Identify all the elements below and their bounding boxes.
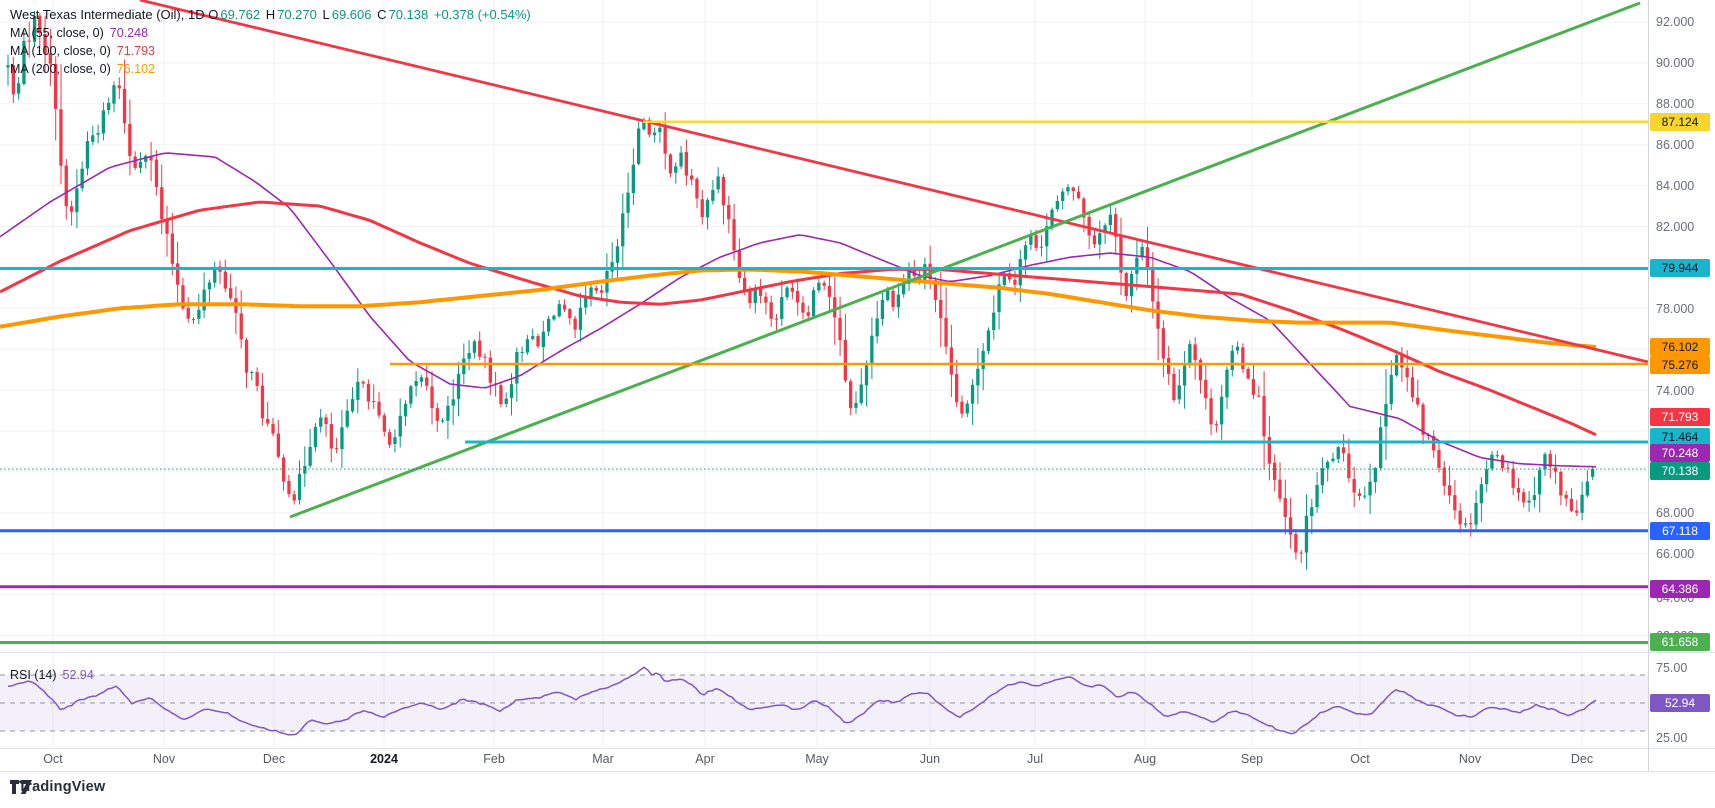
time-axis-label: Aug [1133,752,1157,766]
ma55-value: 70.248 [109,26,149,40]
price-tick: 84.000 [1656,179,1695,193]
price-label-chip: 75.276 [1650,356,1710,374]
ma200-legend-row[interactable]: MA (200, close, 0) 76.102 [10,60,533,78]
time-axis-label: 2024 [370,752,398,766]
price-tick: 86.000 [1656,138,1695,152]
price-label-chip: 52.94 [1650,694,1710,712]
price-label-chip: 87.124 [1650,113,1710,131]
ohlc-key: H [265,7,276,22]
time-axis-label: Sep [1240,752,1264,766]
rsi-pane[interactable] [0,652,1648,748]
ma55-legend-row[interactable]: MA (55, close, 0) 70.248 [10,24,533,42]
price-tick: 64.000 [1656,591,1695,605]
legend-title-row: West Texas Intermediate (Oil), 1D O 69.76… [10,6,533,24]
time-axis-label: Dec [1570,752,1594,766]
rsi-legend[interactable]: RSI (14) 52.94 [10,668,94,682]
time-axis-label: Jun [919,752,941,766]
ohlc-value: 70.270 [277,7,321,22]
time-axis-label: Nov [152,752,176,766]
ma100-legend-row[interactable]: MA (100, close, 0) 71.793 [10,42,533,60]
time-axis-label: Mar [592,752,614,766]
ma100-value: 71.793 [116,44,155,58]
ma55-label: MA (55, close, 0) [10,26,104,40]
price-label-chip: 71.464 [1650,428,1710,446]
ohlc-value: 69.606 [331,7,376,22]
time-axis-label: Apr [695,752,715,766]
price-axis-border [1648,0,1649,771]
price-tick: 62.000 [1656,629,1695,643]
ohlc-values: O 69.762 H 70.270 L 69.606 C 70.138 +0.378 (… [208,7,533,22]
price-label-chip: 70.248 [1650,444,1710,462]
ohlc-value: 70.138 [388,7,432,22]
ma200-label: MA (200, close, 0) [10,62,111,76]
price-tick: 68.000 [1656,506,1695,520]
time-axis-label: Nov [1458,752,1482,766]
symbol-legend[interactable]: West Texas Intermediate (Oil), 1D O 69.76… [10,6,533,78]
price-label-chip: 67.118 [1650,522,1710,540]
price-tick: 66.000 [1656,547,1695,561]
time-axis-label: May [805,752,829,766]
price-label-chip: 70.138 [1650,462,1710,480]
ma200-value: 76.102 [116,62,155,76]
price-label-chip: 76.102 [1650,338,1710,356]
time-axis-bottom-border [0,771,1715,772]
time-axis-top-border [0,748,1715,749]
price-tick: 74.000 [1656,384,1695,398]
time-axis-label: Oct [43,752,63,766]
ohlc-value: 69.762 [220,7,264,22]
time-axis-label: Feb [483,752,505,766]
time-axis-label: Oct [1350,752,1370,766]
price-label-chip: 61.658 [1650,633,1710,651]
tradingview-attribution[interactable]: TradingView [10,779,105,795]
tradingview-brand-text: TradingView [18,779,106,795]
rsi-value: 52.94 [62,668,94,682]
time-axis-label: Dec [262,752,286,766]
ohlc-key: C [377,7,387,22]
rsi-label: RSI (14) [10,668,57,682]
price-tick: 82.000 [1656,220,1695,234]
ohlc-key: O [208,7,219,22]
time-axis-label: Jul [1027,752,1043,766]
price-tick: 92.000 [1656,15,1695,29]
pane-separator[interactable] [0,652,1715,653]
symbol-title: West Texas Intermediate (Oil), 1D [10,7,205,22]
price-tick: 90.000 [1656,56,1695,70]
price-label-chip: 64.386 [1650,580,1710,598]
price-label-chip: 79.944 [1650,259,1710,277]
price-change: +0.378 (+0.54%) [433,7,531,22]
ohlc-key: L [322,7,330,22]
price-tick: 78.000 [1656,302,1695,316]
price-tick: 88.000 [1656,97,1695,111]
price-label-chip: 71.793 [1650,408,1710,426]
ma100-label: MA (100, close, 0) [10,44,111,58]
rsi-tick: 75.00 [1656,661,1688,675]
tradingview-logo-icon [10,779,32,794]
main-price-pane[interactable] [0,0,1648,652]
rsi-tick: 25.00 [1656,731,1688,745]
